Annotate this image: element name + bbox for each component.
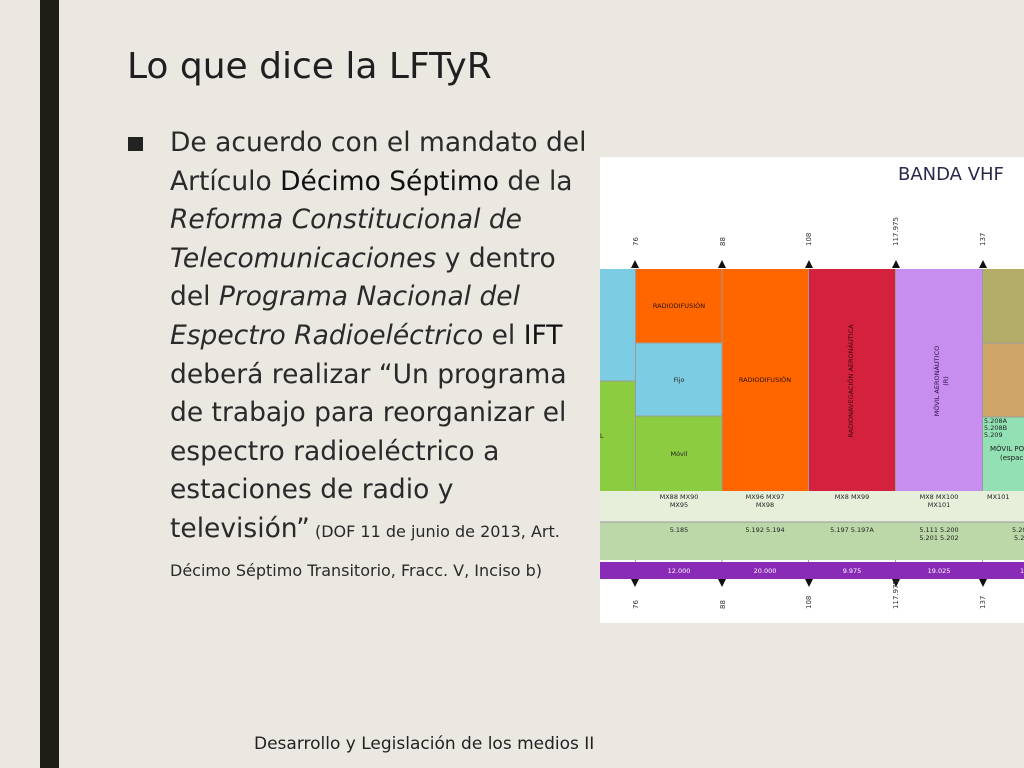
- width-cell: 20.000: [754, 567, 777, 575]
- slide-footer: Desarrollo y Legislación de los medios I…: [254, 734, 595, 754]
- band-block: [983, 269, 1024, 343]
- mx-cell: MX88 MX90: [660, 493, 699, 501]
- width-cell: 19.025: [928, 567, 951, 575]
- band-block: [983, 417, 1024, 491]
- side-note: 5.209: [984, 431, 1003, 439]
- footnote-cell: 5.20: [1012, 526, 1024, 534]
- footnote-cell: 5.192 5.194: [745, 526, 784, 534]
- band-block: [722, 269, 808, 491]
- freq-label-top: 137: [979, 233, 987, 246]
- text-segment: y dentro del: [170, 242, 556, 313]
- freq-label-bottom: 88: [719, 600, 727, 609]
- band-block: [809, 269, 895, 491]
- footnote-cell: 5.185: [670, 526, 689, 534]
- side-note: 5.208B: [984, 424, 1007, 432]
- block-label: RADIODIFUSIÓN: [653, 301, 705, 310]
- mx-cell: MX8 MX100: [920, 493, 959, 501]
- block-label-sub: (R): [942, 376, 950, 386]
- freq-label-bottom: 76: [632, 600, 640, 609]
- band-block: [600, 381, 635, 491]
- bottom-arrows: [631, 579, 987, 587]
- block-label: Móvil: [670, 450, 687, 458]
- band-block: [600, 269, 635, 381]
- text-segment: de la: [498, 165, 573, 197]
- mx-cell: MX101: [928, 501, 950, 509]
- mx-cell: MX98: [756, 501, 774, 509]
- citation-text: (DOF 11 de junio de 2013, Art. Décimo Sé…: [170, 521, 560, 580]
- slide-title: Lo que dice la LFTyR: [127, 46, 492, 87]
- block-label: Fijo: [674, 376, 685, 384]
- article-name: Décimo Séptimo: [280, 165, 499, 197]
- bullet-paragraph: De acuerdo con el mandato del Artículo D…: [170, 124, 590, 587]
- freq-label-top: 76: [632, 237, 640, 246]
- program-name: Programa Nacional del Espectro Radioeléc…: [170, 281, 520, 351]
- freq-label-top: 88: [719, 237, 727, 246]
- band-block: [896, 269, 982, 491]
- text-segment: el: [483, 319, 524, 351]
- freq-label-bottom: 117.975: [892, 580, 900, 609]
- chart-title: BANDA VHF: [898, 164, 1004, 185]
- freq-label-bottom: 137: [979, 596, 987, 609]
- left-stub-label: L: [600, 432, 604, 440]
- bullet-square-icon: [128, 137, 143, 151]
- band-block: [636, 343, 722, 416]
- footnote-cell: 5.2: [1014, 534, 1024, 542]
- side-note: 5.208A: [984, 417, 1008, 425]
- text-segment: De acuerdo con el mandato del Artículo: [170, 127, 587, 197]
- footnote-row-background: [600, 522, 1024, 560]
- quote-text: deberá realizar “Un programa de trabajo …: [170, 358, 567, 544]
- block-label-sub: (espac: [1000, 454, 1023, 462]
- width-row-background: [600, 562, 1024, 579]
- block-label: MÓVIL AERONÁUTICO: [932, 346, 941, 416]
- mx-cell: MX95: [670, 501, 688, 509]
- band-block: [983, 343, 1024, 417]
- width-cell: 1: [1020, 567, 1024, 575]
- mx-cell: MX8 MX99: [835, 493, 870, 501]
- left-accent-bar: [40, 0, 59, 768]
- band-block: [636, 269, 722, 343]
- footnote-cell: 5.197 5.197A: [830, 526, 874, 534]
- freq-label-bottom: 108: [805, 596, 813, 609]
- freq-label-top: 108: [805, 233, 813, 246]
- reform-name: Reforma Constitucional de Telecomunicaci…: [170, 204, 522, 274]
- block-label: RADIODIFUSIÓN: [739, 375, 791, 384]
- mx-cell: MX101: [987, 493, 1009, 501]
- footnote-cell: 5.201 5.202: [919, 534, 958, 542]
- block-label: MÓVIL PO: [990, 444, 1024, 453]
- mx-cell: MX96 MX97: [746, 493, 785, 501]
- width-cell: 9.975: [843, 567, 862, 575]
- footnote-cell: 5.111 5.200: [919, 526, 958, 534]
- width-cell: 12.000: [668, 567, 691, 575]
- top-arrows: [631, 260, 987, 268]
- vhf-band-chart-image: BANDA VHF 76 88 108 117.975 137 L RADIOD…: [600, 157, 1024, 623]
- mx-row-background: [600, 491, 1024, 522]
- band-block: [636, 416, 722, 491]
- ift-name: IFT: [523, 319, 563, 351]
- freq-label-top: 117.975: [892, 217, 900, 246]
- block-label: RADIONAVEGACIÓN AERONÁUTICA: [846, 324, 855, 438]
